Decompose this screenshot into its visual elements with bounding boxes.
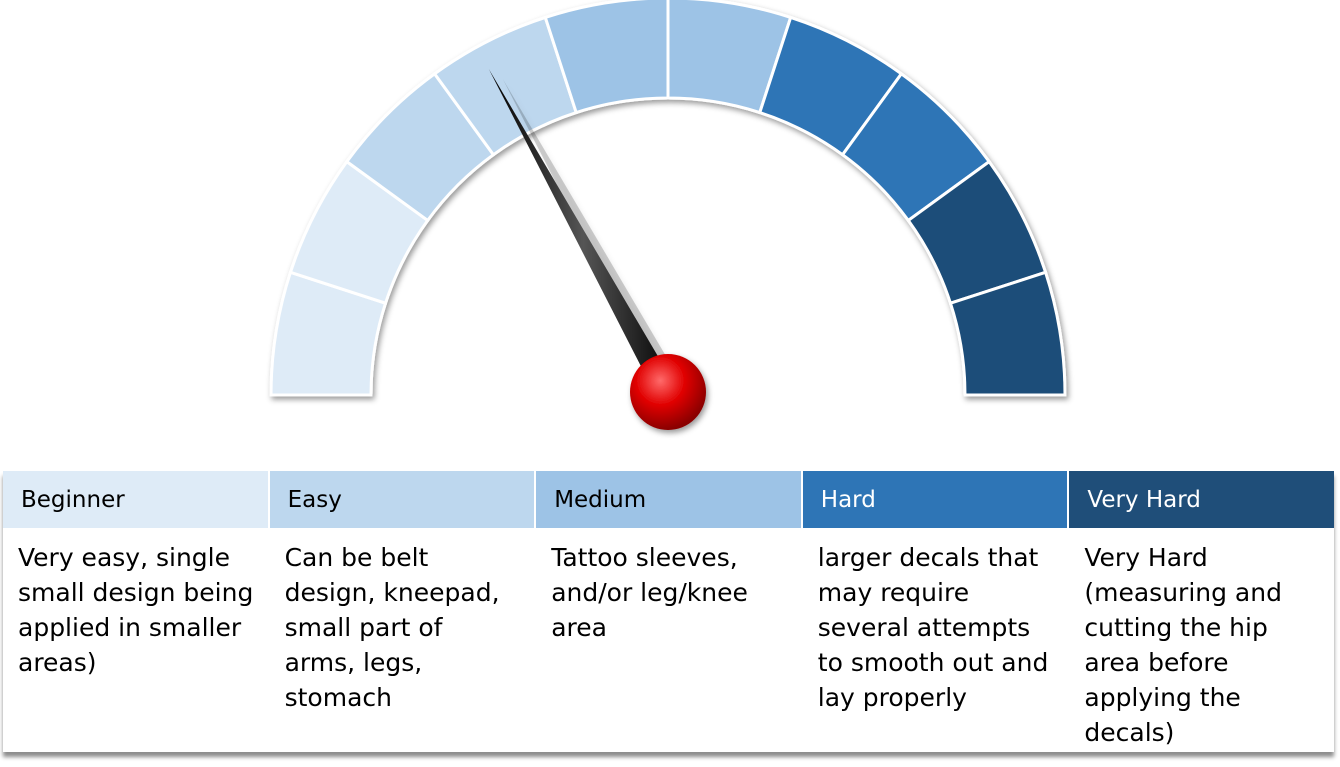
difficulty-table: Beginner Very easy, single small design b… <box>3 471 1334 752</box>
level-header: Beginner <box>3 471 268 528</box>
level-description: Very Hard (measuring and cutting the hip… <box>1084 543 1282 747</box>
level-column-very-hard: Very Hard Very Hard (measuring and cuttin… <box>1069 471 1334 752</box>
difficulty-gauge <box>269 0 1067 430</box>
gauge-needle <box>488 69 706 430</box>
level-description: Can be belt design, kneepad, small part … <box>284 543 500 712</box>
level-header: Easy <box>269 471 535 528</box>
gauge-segment <box>948 270 1067 397</box>
level-description: Tattoo sleeves, and/or leg/knee area <box>551 543 748 642</box>
level-column-medium: Medium Tattoo sleeves, and/or leg/knee ar… <box>536 471 803 752</box>
needle-knob <box>630 354 706 430</box>
level-header: Hard <box>802 471 1068 528</box>
level-column-beginner: Beginner Very easy, single small design b… <box>3 471 270 752</box>
level-description: Very easy, single small design being app… <box>18 543 254 677</box>
level-header: Very Hard <box>1069 471 1334 528</box>
level-header: Medium <box>536 471 801 528</box>
level-description: larger decals that may require several a… <box>817 543 1049 712</box>
needle-pointer <box>488 69 678 401</box>
needle-shadow <box>502 79 692 411</box>
level-column-hard: Hard larger decals that may require sever… <box>802 471 1070 752</box>
level-column-easy: Easy Can be belt design, kneepad, small p… <box>269 471 537 752</box>
